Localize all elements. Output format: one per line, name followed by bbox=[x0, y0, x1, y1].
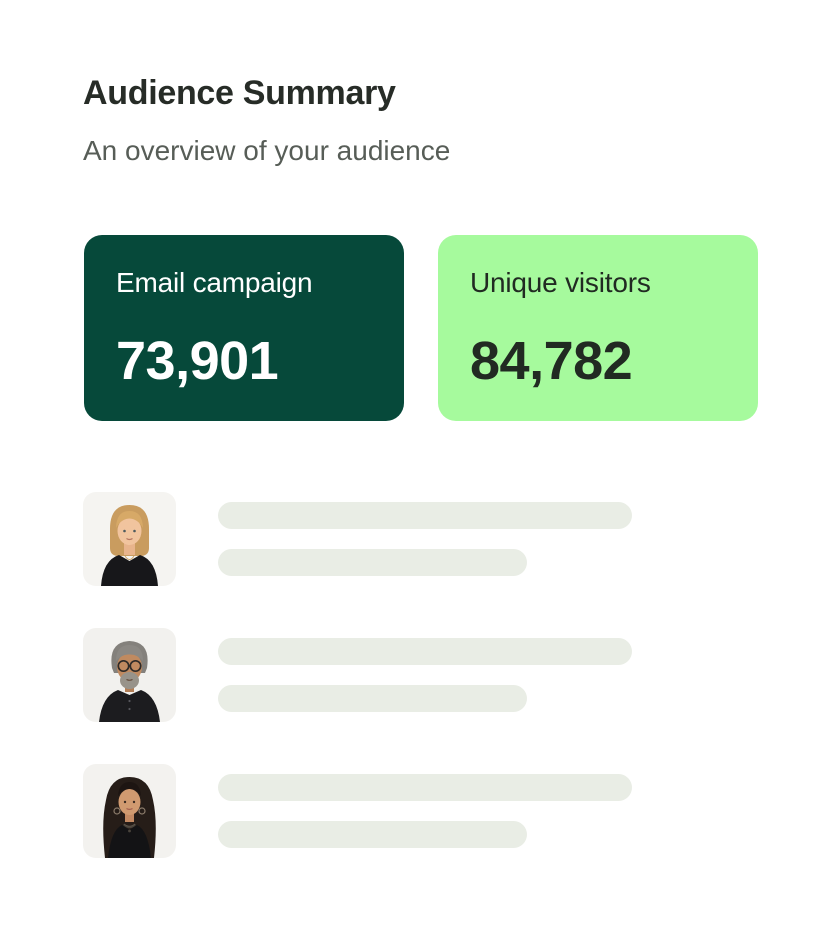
avatar-man-gray-hair-glasses-beard bbox=[83, 628, 176, 722]
stat-label: Email campaign bbox=[116, 267, 313, 298]
audience-row[interactable] bbox=[83, 764, 632, 858]
skeleton-bar-short bbox=[218, 549, 527, 576]
avatar-woman-short-blonde-hair bbox=[83, 492, 176, 586]
audience-row[interactable] bbox=[83, 492, 632, 586]
skeleton-bars bbox=[218, 638, 632, 712]
page-title: Audience Summary bbox=[83, 74, 396, 112]
stat-card-email-campaign: Email campaign 73,901 bbox=[84, 235, 404, 421]
stat-cards: Email campaign 73,901 Unique visitors 84… bbox=[84, 235, 758, 421]
skeleton-bar-long bbox=[218, 774, 632, 801]
page-subtitle: An overview of your audience bbox=[83, 135, 451, 166]
skeleton-bars bbox=[218, 774, 632, 848]
stat-card-unique-visitors: Unique visitors 84,782 bbox=[438, 235, 758, 421]
avatar-woman-long-dark-hair bbox=[83, 764, 176, 858]
skeleton-bar-long bbox=[218, 502, 632, 529]
stat-label: Unique visitors bbox=[470, 267, 651, 298]
skeleton-bar-long bbox=[218, 638, 632, 665]
audience-row[interactable] bbox=[83, 628, 632, 722]
skeleton-bars bbox=[218, 502, 632, 576]
skeleton-bar-short bbox=[218, 685, 527, 712]
stat-value: 84,782 bbox=[470, 331, 633, 391]
stat-value: 73,901 bbox=[116, 331, 279, 391]
skeleton-bar-short bbox=[218, 821, 527, 848]
